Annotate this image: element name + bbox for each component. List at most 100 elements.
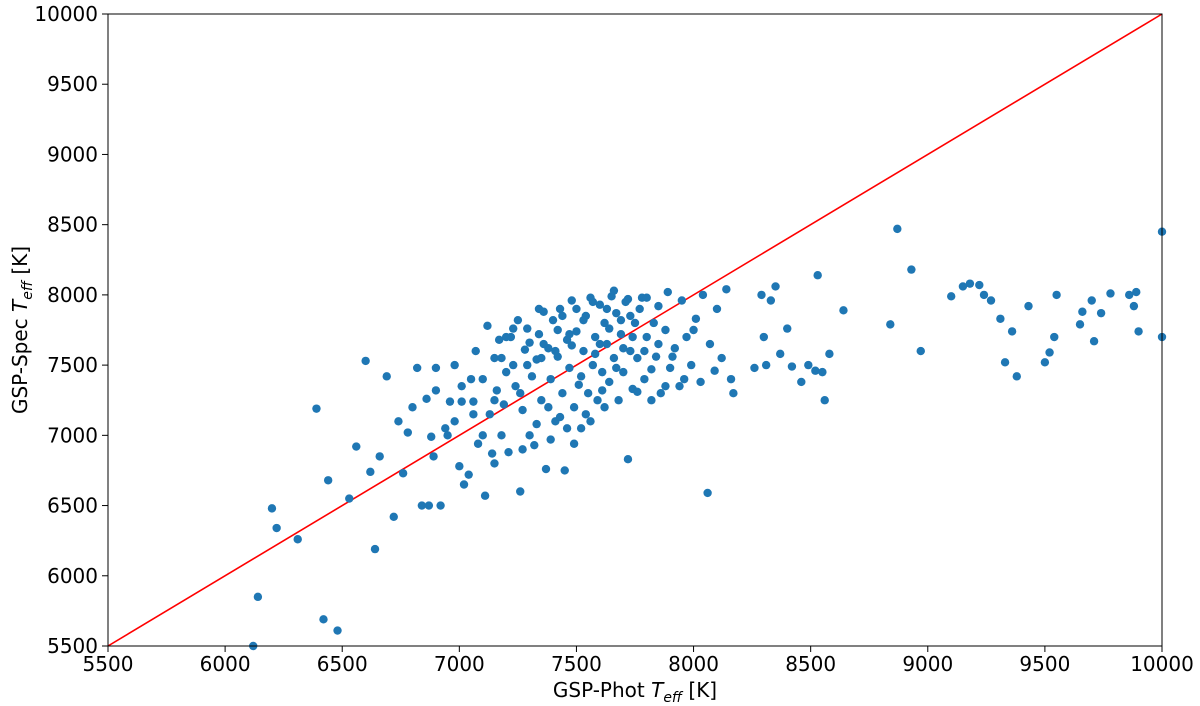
scatter-point bbox=[1125, 290, 1134, 300]
scatter-point bbox=[986, 296, 996, 305]
scatter-point bbox=[457, 397, 466, 406]
scatter-point bbox=[267, 504, 277, 513]
scatter-point bbox=[497, 431, 506, 440]
y-tick-label: 6000 bbox=[47, 564, 98, 588]
scatter-point bbox=[771, 282, 780, 291]
scatter-point bbox=[623, 455, 633, 464]
scatter-point bbox=[886, 320, 895, 329]
scatter-point bbox=[523, 324, 532, 333]
scatter-point bbox=[333, 626, 342, 635]
scatter-point bbox=[825, 349, 834, 359]
x-tick-label: 8500 bbox=[785, 652, 836, 676]
scatter-point bbox=[565, 363, 574, 373]
scatter-point bbox=[1129, 301, 1139, 311]
scatter-point bbox=[319, 615, 328, 624]
scatter-point bbox=[729, 389, 738, 398]
scatter-point bbox=[619, 344, 628, 353]
x-tick-label: 8000 bbox=[668, 652, 719, 676]
scatter-point bbox=[710, 366, 719, 375]
scatter-point bbox=[687, 360, 696, 370]
x-tick-label: 7500 bbox=[551, 652, 602, 676]
scatter-point bbox=[665, 363, 675, 373]
scatter-point bbox=[588, 297, 598, 307]
reference-line-layer bbox=[107, 13, 1163, 647]
scatter-point bbox=[705, 339, 715, 349]
scatter-point bbox=[361, 356, 370, 366]
scatter-point bbox=[530, 440, 539, 450]
scatter-point bbox=[417, 501, 427, 510]
scatter-point bbox=[602, 304, 612, 314]
scatter-point bbox=[661, 381, 670, 391]
scatter-point bbox=[548, 315, 558, 325]
scatter-point bbox=[590, 349, 600, 359]
scatter-point bbox=[635, 304, 644, 314]
scatter-point bbox=[567, 296, 576, 305]
scatter-point bbox=[366, 467, 375, 477]
scatter-point bbox=[485, 410, 494, 419]
scatter-point bbox=[759, 332, 769, 342]
y-tick-label: 5500 bbox=[47, 634, 98, 658]
y-axis-label: GSP-Spec Teff [K] bbox=[8, 246, 36, 414]
scatter-point bbox=[490, 459, 499, 468]
scatter-point bbox=[565, 330, 574, 339]
scatter-point bbox=[679, 374, 689, 384]
scatter-point bbox=[616, 315, 626, 325]
scatter-point bbox=[499, 400, 509, 409]
scatter-point bbox=[1024, 301, 1033, 311]
scatter-point bbox=[576, 372, 586, 381]
scatter-point bbox=[455, 462, 464, 471]
scatter-point bbox=[1007, 327, 1017, 336]
scatter-point bbox=[553, 325, 562, 335]
scatter-point bbox=[534, 330, 544, 339]
scatter-point bbox=[717, 353, 726, 363]
scatter-point bbox=[478, 374, 487, 384]
scatter-point bbox=[469, 397, 478, 406]
scatter-point bbox=[516, 389, 525, 398]
scatter-point bbox=[532, 419, 541, 429]
scatter-point bbox=[628, 332, 637, 342]
scatter-point bbox=[490, 396, 499, 405]
scatter-point bbox=[424, 501, 434, 510]
scatter-point bbox=[668, 352, 677, 361]
scatter-point bbox=[1106, 289, 1115, 298]
scatter-point bbox=[1075, 320, 1085, 329]
scatter-point bbox=[525, 338, 534, 347]
scatter-point bbox=[750, 363, 759, 373]
scatter-point bbox=[1052, 290, 1061, 300]
scatter-point bbox=[626, 311, 635, 321]
scatter-point bbox=[593, 396, 602, 405]
scatter-point bbox=[605, 377, 614, 387]
scatter-points-layer bbox=[249, 224, 1167, 651]
y-tick-label: 9500 bbox=[47, 72, 98, 96]
scatter-point bbox=[490, 353, 499, 363]
scatter-point bbox=[450, 360, 459, 370]
scatter-point bbox=[352, 442, 361, 451]
scatter-point bbox=[682, 332, 691, 342]
scatter-point bbox=[1045, 348, 1054, 357]
scatter-point bbox=[804, 360, 813, 370]
x-tick-label: 9000 bbox=[902, 652, 953, 676]
scatter-point bbox=[586, 417, 595, 426]
x-axis-ticks: 5500 6000 6500 7000 7500 8000 8500 9000 9500 1000… bbox=[83, 646, 1194, 676]
scatter-point bbox=[443, 431, 452, 440]
scatter-point bbox=[427, 432, 436, 441]
scatter-point bbox=[487, 449, 497, 458]
scatter-point bbox=[473, 439, 483, 448]
scatter-point bbox=[654, 301, 663, 311]
scatter-point bbox=[509, 360, 518, 370]
scatter-point bbox=[647, 365, 656, 374]
scatter-point bbox=[581, 410, 591, 419]
scatter-point bbox=[562, 424, 572, 433]
scatter-point bbox=[518, 445, 527, 454]
y-tick-label: 6500 bbox=[47, 494, 98, 518]
scatter-point bbox=[670, 344, 680, 353]
scatter-point bbox=[492, 386, 502, 395]
y-tick-label: 8000 bbox=[47, 283, 98, 307]
scatter-point bbox=[558, 389, 567, 398]
scatter-point bbox=[783, 324, 792, 333]
scatter-point bbox=[703, 488, 712, 498]
scatter-point bbox=[539, 339, 548, 349]
scatter-point bbox=[1040, 358, 1050, 367]
scatter-point bbox=[501, 332, 511, 342]
scatter-point bbox=[661, 325, 670, 335]
